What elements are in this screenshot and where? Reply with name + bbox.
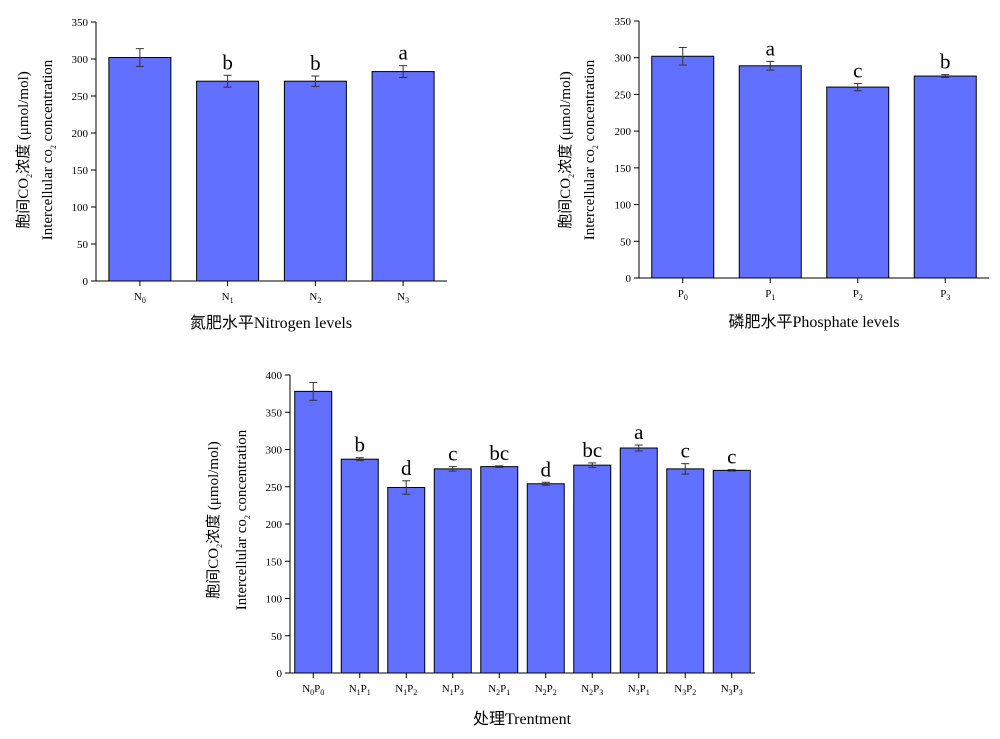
chart-treatment-significance-label: b [355, 433, 366, 457]
chart-treatment-y-tick-label: 100 [266, 594, 283, 606]
chart-phosphate-levels-y-tick-label: 100 [615, 200, 632, 212]
chart-nitrogen-levels-ylabel-line2: Intercellular co2 concentration [40, 59, 58, 240]
chart-treatment-bar-N3P2 [666, 468, 705, 674]
chart-phosphate-levels-significance-label: a [766, 36, 776, 60]
chart-nitrogen-levels-significance-label: a [398, 41, 408, 65]
chart-phosphate-levels-y-tick-label: 300 [615, 53, 632, 65]
chart-phosphate-levels-x-tick-label: P0 [678, 288, 688, 302]
chart-treatment-bar-N3P1 [619, 447, 658, 674]
chart-nitrogen-levels-x-tick-label: N1 [222, 291, 234, 305]
chart-treatment-x-tick-label: N2P3 [581, 683, 603, 697]
chart-nitrogen-levels-significance-label: b [310, 51, 321, 75]
chart-phosphate-levels-ylabel-line1: 胞间CO2浓度 (μmol/mol) [557, 71, 576, 228]
chart-phosphate-levels-bar-P1 [738, 65, 802, 279]
chart-nitrogen-levels-significance-label: b [222, 50, 233, 74]
chart-phosphate-levels-significance-label: c [853, 58, 862, 82]
chart-treatment-significance-label: d [401, 456, 412, 480]
chart-treatment-x-tick-label: N2P1 [488, 683, 510, 697]
chart-phosphate-levels-x-tick-label: P1 [765, 288, 775, 302]
chart-treatment-y-tick-label: 300 [266, 445, 283, 457]
chart-nitrogen-levels-y-tick-label: 150 [72, 165, 89, 177]
chart-phosphate-levels-bar-P0 [651, 55, 715, 279]
chart-treatment-x-tick-label: N1P2 [395, 683, 417, 697]
chart-treatment-ylabel-line2: Intercellular co2 concentration [234, 429, 252, 610]
chart-treatment-significance-label: d [541, 457, 552, 481]
chart-phosphate-levels-significance-label: b [940, 50, 951, 74]
chart-phosphate-levels-bar-P2 [826, 86, 890, 279]
chart-phosphate-levels-ylabel-line2: Intercellular co2 concentration [582, 59, 600, 240]
chart-treatment-bar-N2P1 [480, 466, 519, 674]
chart-phosphate-levels-y-tick-label: 150 [615, 163, 632, 175]
chart-nitrogen-levels-x-tick-label: N3 [397, 291, 409, 305]
chart-nitrogen-levels-y-tick-label: 350 [72, 17, 89, 29]
chart-nitrogen-levels-bar-N2 [283, 80, 347, 282]
chart-nitrogen-levels-bar-N1 [196, 80, 260, 282]
chart-phosphate-levels-y-tick-label: 250 [615, 89, 632, 101]
chart-treatment-y-tick-label: 400 [266, 370, 283, 382]
chart-nitrogen-levels-x-tick-label: N0 [134, 291, 146, 305]
chart-phosphate-levels-y-tick-label: 50 [620, 236, 632, 248]
chart-treatment-significance-label: c [448, 442, 457, 466]
chart-nitrogen-levels-ylabel-line1: 胞间CO2浓度 (μmol/mol) [15, 71, 34, 228]
chart-treatment-significance-label: bc [582, 438, 602, 462]
chart-treatment-bar-N3P3 [712, 469, 751, 674]
chart-treatment-xlabel: 处理Trentment [473, 710, 572, 728]
chart-treatment-y-tick-label: 200 [266, 519, 283, 531]
chart-treatment-bar-N1P2 [387, 486, 426, 674]
chart-nitrogen-levels-y-tick-label: 50 [77, 239, 89, 251]
chart-phosphate-levels-x-tick-label: P2 [853, 288, 863, 302]
chart-nitrogen-levels-y-tick-label: 100 [72, 202, 89, 214]
chart-treatment-y-tick-label: 0 [277, 668, 283, 680]
chart-nitrogen-levels-y-tick-label: 250 [72, 91, 89, 103]
chart-treatment-significance-label: bc [489, 441, 509, 465]
chart-nitrogen-levels-bar-N0 [108, 57, 172, 282]
chart-treatment-y-tick-label: 350 [266, 407, 283, 419]
chart-treatment-y-tick-label: 150 [266, 556, 283, 568]
chart-nitrogen-levels-x-tick-label: N2 [309, 291, 321, 305]
chart-treatment-x-tick-label: N2P2 [535, 683, 557, 697]
chart-treatment-x-tick-label: N1P3 [442, 683, 464, 697]
chart-nitrogen-levels: 胞间CO2浓度 (μmol/mol) Intercellular co2 con… [15, 17, 447, 332]
chart-phosphate-levels-x-tick-label: P3 [940, 288, 950, 302]
chart-nitrogen-levels-y-tick-label: 300 [72, 54, 89, 66]
chart-treatment-significance-label: c [681, 439, 690, 463]
chart-phosphate-levels-y-tick-label: 350 [615, 16, 632, 28]
chart-nitrogen-levels-bar-N3 [371, 71, 435, 282]
chart-treatment-x-tick-label: N0P0 [302, 683, 324, 697]
chart-phosphate-levels: 胞间CO2浓度 (μmol/mol) Intercellular co2 con… [557, 16, 989, 331]
chart-nitrogen-levels-y-tick-label: 0 [83, 276, 89, 288]
chart-phosphate-levels-y-tick-label: 200 [615, 126, 632, 138]
chart-treatment-bar-N2P2 [526, 483, 565, 674]
chart-treatment-y-tick-label: 250 [266, 482, 283, 494]
chart-treatment-bar-N1P1 [340, 458, 379, 674]
chart-treatment-x-tick-label: N3P2 [674, 683, 696, 697]
chart-treatment-significance-label: c [727, 445, 736, 469]
chart-nitrogen-levels-xlabel: 氮肥水平Nitrogen levels [190, 314, 352, 332]
chart-treatment-bar-N2P3 [573, 464, 612, 674]
chart-treatment-x-tick-label: N3P1 [628, 683, 650, 697]
chart-treatment-significance-label: a [634, 420, 644, 444]
chart-treatment-x-tick-label: N3P3 [721, 683, 743, 697]
chart-treatment-y-tick-label: 50 [271, 631, 283, 643]
chart-treatment-bar-N1P3 [433, 468, 472, 674]
chart-phosphate-levels-xlabel: 磷肥水平Phosphate levels [728, 313, 899, 331]
chart-treatment-ylabel-line1: 胞间CO2浓度 (μmol/mol) [205, 441, 224, 598]
chart-phosphate-levels-bar-P3 [913, 75, 977, 279]
chart-treatment-x-tick-label: N1P1 [349, 683, 371, 697]
chart-treatment-bar-N0P0 [294, 390, 333, 674]
chart-treatment: 胞间CO2浓度 (μmol/mol) Intercellular co2 con… [205, 370, 755, 728]
chart-phosphate-levels-y-tick-label: 0 [626, 273, 632, 285]
chart-nitrogen-levels-y-tick-label: 200 [72, 128, 89, 140]
